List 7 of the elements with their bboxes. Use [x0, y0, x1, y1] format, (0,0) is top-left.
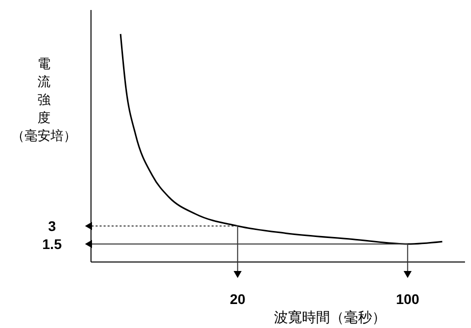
line-series — [120, 33, 444, 245]
x-tick-label: 20 — [230, 291, 246, 307]
y-axis-title: 電流強度（毫安培） — [12, 57, 76, 144]
x-tick-label: 100 — [396, 291, 420, 307]
y-tick-label: 1.5 — [42, 236, 62, 252]
x-axis-title: 波寬時間（毫秒） — [274, 310, 386, 326]
y-tick-label: 3 — [48, 218, 56, 234]
